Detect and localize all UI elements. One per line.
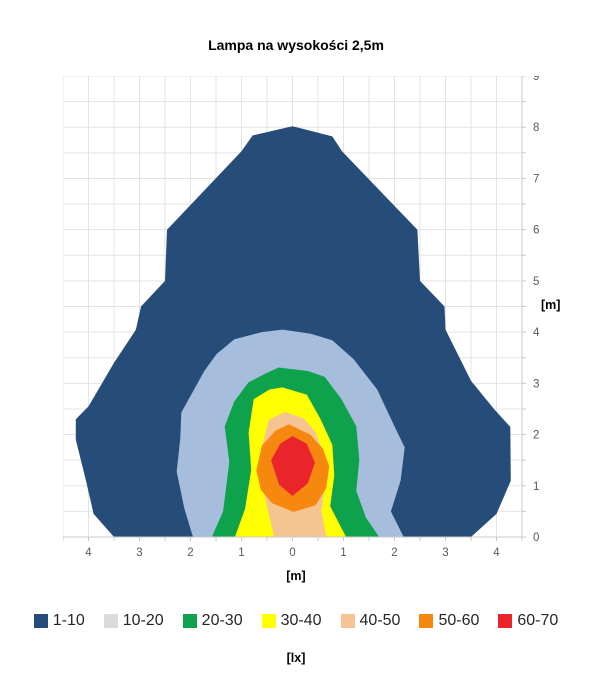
legend-label: 10-20 (122, 612, 164, 629)
contour-band-60-70 (271, 436, 315, 496)
x-tick-label: 4 (493, 547, 500, 559)
legend-label: 20-30 (201, 612, 243, 629)
y-tick-label: 2 (533, 430, 539, 442)
legend-swatch (419, 614, 434, 628)
x-axis-unit-label: [m] (286, 569, 306, 583)
legend-item: 50-60 (419, 612, 479, 630)
x-tick-label: 2 (187, 547, 193, 559)
y-tick-label: 1 (533, 481, 539, 493)
legend-item: 30-40 (261, 612, 322, 630)
legend-label: 30-40 (280, 612, 322, 629)
y-tick-label: 9 (533, 76, 539, 83)
x-tick-label: 0 (289, 547, 295, 559)
y-tick-label: 6 (533, 225, 539, 237)
legend-swatch (103, 614, 118, 628)
x-tick-label: 1 (340, 547, 346, 559)
legend-swatch (498, 614, 513, 628)
chart-title: Lampa na wysokości 2,5m (208, 37, 384, 53)
legend-item: 60-70 (498, 612, 558, 630)
y-tick-label: 3 (533, 378, 539, 390)
legend-swatch (261, 614, 276, 628)
y-axis-unit-label: [m] (541, 298, 561, 312)
x-tick-label: 3 (136, 547, 142, 559)
x-tick-label: 3 (442, 547, 448, 559)
legend-label: 50-60 (438, 612, 480, 629)
x-tick-label: 4 (85, 547, 92, 559)
legend-label: 40-50 (359, 612, 401, 629)
legend-swatch (33, 614, 48, 628)
legend-swatch (340, 614, 355, 628)
legend: 1-10 10-20 20-30 30-40 40-50 50-60 60-70 (0, 612, 592, 630)
y-tick-label: 5 (533, 276, 539, 288)
x-tick-label: 1 (238, 547, 244, 559)
y-tick-label: 7 (533, 173, 539, 185)
legend-label: 1-10 (52, 612, 85, 629)
x-tick-label: 2 (391, 547, 397, 559)
legend-label: 60-70 (517, 612, 559, 629)
plot-svg: 4 3 2 1 0 1 2 3 4 0 1 2 3 4 5 6 7 8 9 (63, 76, 540, 559)
y-tick-label: 4 (533, 327, 540, 339)
legend-item: 40-50 (340, 612, 401, 630)
legend-item: 1-10 (33, 612, 85, 630)
legend-item: 20-30 (182, 612, 243, 630)
legend-item: 10-20 (103, 612, 164, 630)
legend-unit-label: [lx] (286, 651, 306, 665)
legend-swatch (182, 614, 197, 628)
y-tick-label: 0 (533, 532, 539, 544)
y-tick-label: 8 (533, 122, 539, 134)
